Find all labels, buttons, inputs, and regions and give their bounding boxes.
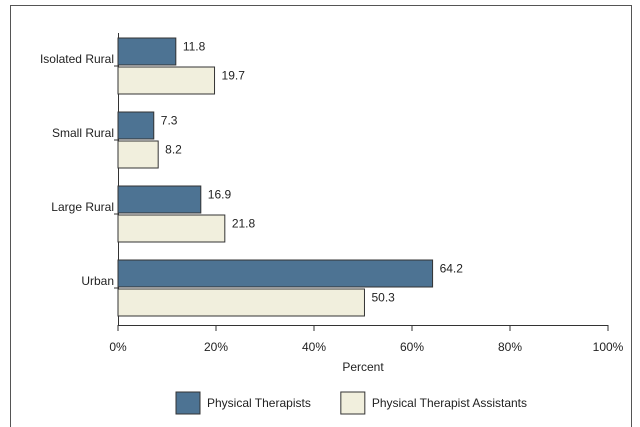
bar: [117, 37, 177, 66]
value-label: 8.2: [165, 143, 182, 157]
value-label: 50.3: [371, 291, 395, 305]
y-tick-label: Small Rural: [52, 126, 114, 140]
x-tick-label: 100%: [593, 340, 624, 354]
y-tick-label: Large Rural: [51, 200, 114, 214]
bar: [117, 214, 226, 243]
legend-label: Physical Therapists: [207, 396, 311, 410]
value-label: 7.3: [161, 114, 178, 128]
x-tick-label: 20%: [204, 340, 228, 354]
x-tick-label: 80%: [498, 340, 522, 354]
y-tick-label: Isolated Rural: [40, 52, 114, 66]
legend-label: Physical Therapist Assistants: [372, 396, 527, 410]
bar: [117, 140, 159, 169]
legend-swatch: [175, 391, 201, 415]
x-tick-label: 40%: [302, 340, 326, 354]
bar: [117, 185, 202, 214]
value-label: 11.8: [183, 40, 206, 54]
y-tick-label: Urban: [81, 274, 114, 288]
legend-swatch: [340, 391, 366, 415]
bar: [117, 288, 365, 317]
x-axis-label: Percent: [342, 360, 384, 374]
bar: [117, 111, 155, 140]
value-label: 19.7: [222, 69, 246, 83]
value-label: 64.2: [440, 262, 464, 276]
x-tick-label: 60%: [400, 340, 424, 354]
value-label: 21.8: [232, 217, 256, 231]
bar: [117, 259, 434, 288]
value-label: 16.9: [208, 188, 232, 202]
frame: [10, 5, 632, 427]
bar: [117, 66, 216, 95]
x-tick-label: 0%: [109, 340, 127, 354]
